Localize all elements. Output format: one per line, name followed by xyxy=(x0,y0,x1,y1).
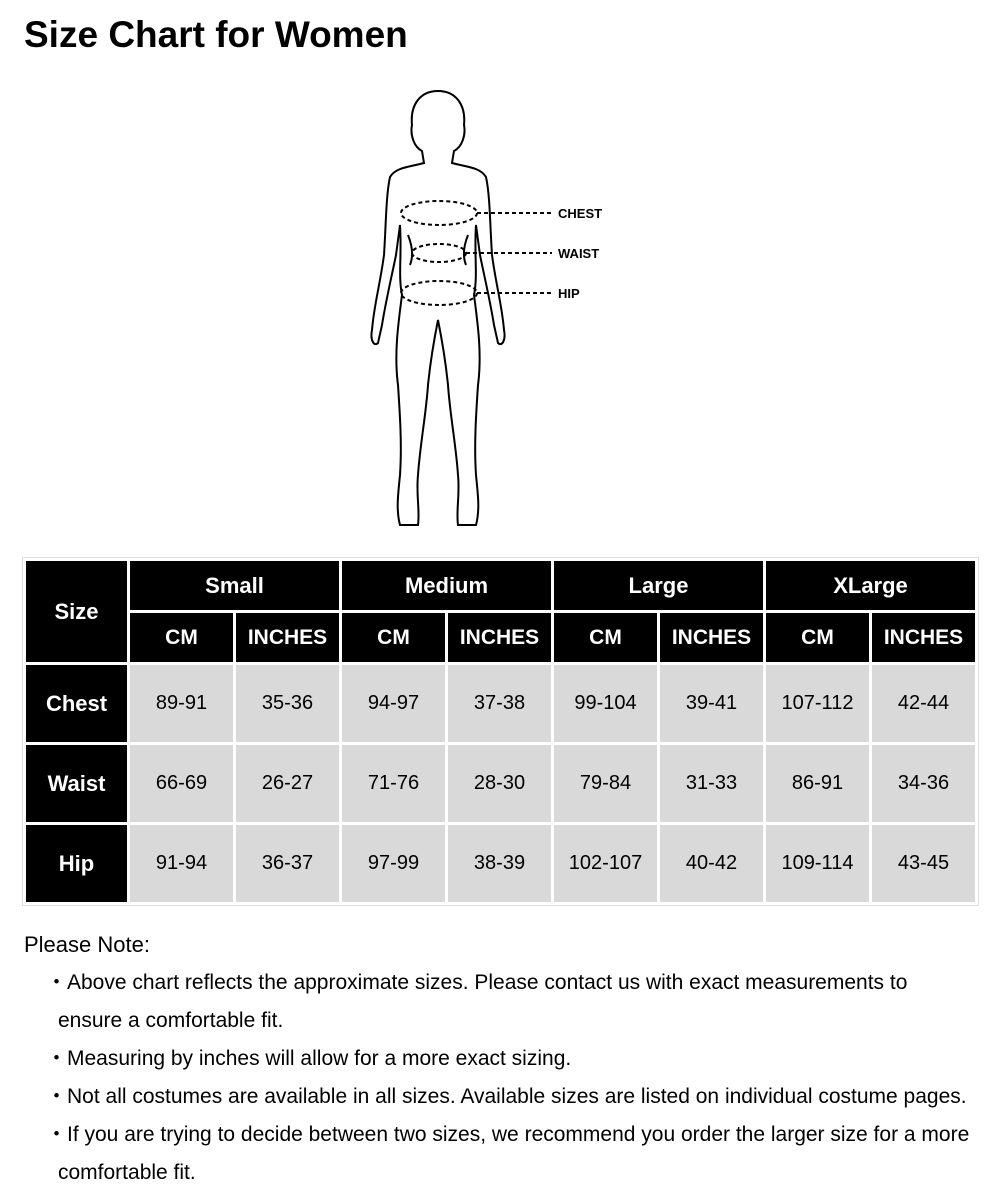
size-small-header: Small xyxy=(130,561,339,610)
measurement-cell: 102-107 xyxy=(554,825,657,902)
measurement-cell: 34-36 xyxy=(872,745,975,822)
unit-header: INCHES xyxy=(660,613,763,662)
silhouette-outline xyxy=(370,89,506,526)
size-large-header: Large xyxy=(554,561,763,610)
measurement-cell: 71-76 xyxy=(342,745,445,822)
measurement-cell: 39-41 xyxy=(660,665,763,742)
measurement-cell: 36-37 xyxy=(236,825,339,902)
measurement-cell: 97-99 xyxy=(342,825,445,902)
measurement-cell: 35-36 xyxy=(236,665,339,742)
waist-measure-line xyxy=(411,243,467,263)
measurement-cell: 66-69 xyxy=(130,745,233,822)
measurement-cell: 26-27 xyxy=(236,745,339,822)
notes-section: Please Note: ・Above chart reflects the a… xyxy=(24,926,988,1192)
hip-label: HIP xyxy=(558,286,580,301)
unit-header: CM xyxy=(766,613,869,662)
note-item: ・Not all costumes are available in all s… xyxy=(46,1085,967,1108)
table-row: Waist 66-69 26-27 71-76 28-30 79-84 31-33 86-91… xyxy=(26,745,975,822)
note-item: ・If you are trying to decide between two… xyxy=(46,1123,970,1184)
row-label: Chest xyxy=(26,665,127,742)
measurement-cell: 43-45 xyxy=(872,825,975,902)
measurement-cell: 42-44 xyxy=(872,665,975,742)
measurement-cell: 99-104 xyxy=(554,665,657,742)
measurement-cell: 91-94 xyxy=(130,825,233,902)
notes-title: Please Note: xyxy=(24,932,150,957)
measurement-cell: 28-30 xyxy=(448,745,551,822)
row-label: Waist xyxy=(26,745,127,822)
measurement-cell: 94-97 xyxy=(342,665,445,742)
measurement-cell: 109-114 xyxy=(766,825,869,902)
waist-label: WAIST xyxy=(558,246,599,261)
measurement-cell: 107-112 xyxy=(766,665,869,742)
body-silhouette-figure: CHEST WAIST HIP xyxy=(370,89,602,526)
unit-header: INCHES xyxy=(872,613,975,662)
measurement-cell: 40-42 xyxy=(660,825,763,902)
note-item: ・Measuring by inches will allow for a mo… xyxy=(46,1047,572,1070)
size-xlarge-header: XLarge xyxy=(766,561,975,610)
size-header: Size xyxy=(26,561,127,662)
unit-header: INCHES xyxy=(448,613,551,662)
page-title: Size Chart for Women xyxy=(24,14,408,55)
measurement-cell: 31-33 xyxy=(660,745,763,822)
note-item: ・Above chart reflects the approximate si… xyxy=(46,971,908,1032)
measurement-cell: 38-39 xyxy=(448,825,551,902)
hip-measure-line xyxy=(400,280,478,306)
measurement-cell: 86-91 xyxy=(766,745,869,822)
size-medium-header: Medium xyxy=(342,561,551,610)
measurement-cell: 37-38 xyxy=(448,665,551,742)
table-row: Hip 91-94 36-37 97-99 38-39 102-107 40-42 109-1… xyxy=(26,825,975,902)
size-chart-table: Size Small Medium Large XLarge CM INCHES… xyxy=(22,557,979,906)
unit-header: CM xyxy=(130,613,233,662)
chest-measure-line xyxy=(400,200,478,226)
measurement-cell: 89-91 xyxy=(130,665,233,742)
table-row: Chest 89-91 35-36 94-97 37-38 99-104 39-41 107-… xyxy=(26,665,975,742)
row-label: Hip xyxy=(26,825,127,902)
unit-header: CM xyxy=(342,613,445,662)
measurement-cell: 79-84 xyxy=(554,745,657,822)
unit-header: INCHES xyxy=(236,613,339,662)
chest-label: CHEST xyxy=(558,206,602,221)
unit-header: CM xyxy=(554,613,657,662)
